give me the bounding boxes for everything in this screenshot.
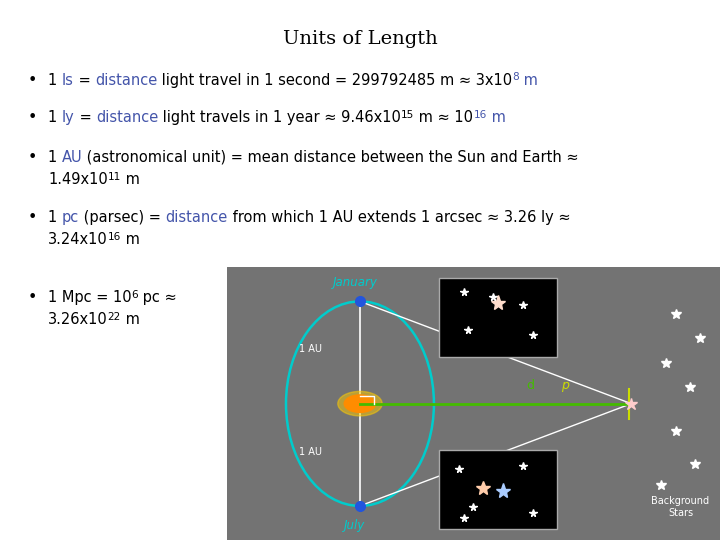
Text: •: • [28, 73, 37, 88]
Text: distance: distance [96, 110, 158, 125]
Text: 22: 22 [108, 312, 121, 321]
Text: =: = [75, 110, 96, 125]
Text: 15: 15 [401, 110, 415, 119]
Text: =: = [73, 73, 95, 88]
Text: 16: 16 [108, 232, 121, 241]
Text: m: m [121, 232, 140, 247]
Text: ly: ly [62, 110, 75, 125]
Text: •: • [28, 290, 37, 305]
Bar [439, 278, 557, 357]
Text: pc ≈: pc ≈ [138, 290, 177, 305]
Text: m: m [487, 110, 505, 125]
Text: 1 Mpc = 10: 1 Mpc = 10 [48, 290, 132, 305]
Text: (astronomical unit) = mean distance between the Sun and Earth ≈: (astronomical unit) = mean distance betw… [83, 150, 579, 165]
Text: 1: 1 [48, 73, 62, 88]
Text: •: • [28, 150, 37, 165]
Text: 1: 1 [48, 150, 62, 165]
Text: m: m [121, 312, 140, 327]
Circle shape [344, 395, 376, 413]
Text: 16: 16 [473, 110, 487, 119]
Text: 11: 11 [108, 172, 121, 181]
Text: July: July [344, 518, 366, 531]
Text: January: January [333, 276, 377, 289]
Circle shape [338, 392, 382, 416]
Text: 3.24x10: 3.24x10 [48, 232, 108, 247]
Text: p: p [561, 379, 569, 392]
Text: Units of Length: Units of Length [283, 30, 437, 48]
Text: 8: 8 [513, 72, 519, 83]
Text: m: m [519, 73, 538, 88]
Text: from which 1 AU extends 1 arcsec ≈ 3.26 ly ≈: from which 1 AU extends 1 arcsec ≈ 3.26 … [228, 210, 570, 225]
Text: 1: 1 [48, 110, 62, 125]
Text: m: m [121, 172, 140, 187]
Text: 6: 6 [132, 289, 138, 300]
Text: distance: distance [166, 210, 228, 225]
Text: 3.26x10: 3.26x10 [48, 312, 108, 327]
Text: light travels in 1 year ≈ 9.46x10: light travels in 1 year ≈ 9.46x10 [158, 110, 401, 125]
Text: 1: 1 [48, 210, 62, 225]
Text: d: d [526, 379, 534, 392]
Text: 1 AU: 1 AU [299, 448, 322, 457]
Text: light travel in 1 second = 299792485 m ≈ 3x10: light travel in 1 second = 299792485 m ≈… [158, 73, 513, 88]
Text: •: • [28, 110, 37, 125]
Text: ls: ls [62, 73, 73, 88]
Text: •: • [28, 210, 37, 225]
Text: (parsec) =: (parsec) = [79, 210, 166, 225]
Text: Background
Stars: Background Stars [652, 496, 710, 518]
Text: pc: pc [62, 210, 79, 225]
Bar [439, 450, 557, 529]
Text: 1 AU: 1 AU [299, 344, 322, 354]
Text: AU: AU [62, 150, 83, 165]
Text: m ≈ 10: m ≈ 10 [415, 110, 473, 125]
Text: distance: distance [95, 73, 158, 88]
Text: 1.49x10: 1.49x10 [48, 172, 108, 187]
